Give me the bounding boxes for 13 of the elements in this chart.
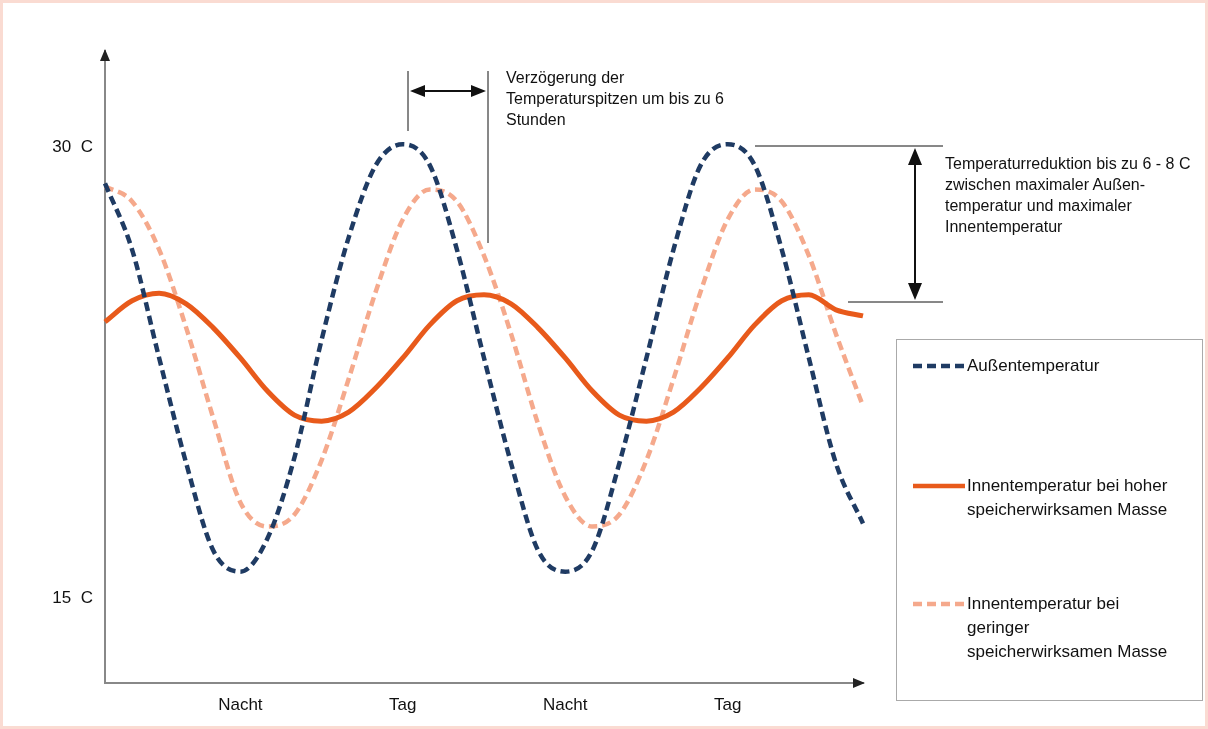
line-series [102, 184, 866, 529]
line-series [102, 142, 866, 574]
x-tick-label: Tag [389, 694, 417, 714]
text: Temperaturreduktion bis zu 6 - 8 C zwischen maximaler Außen-temperatur und maximaler Innentemperatur [945, 154, 1192, 237]
x-tick-label: Tag [713, 694, 742, 714]
x-tick-label: Nacht [543, 694, 588, 714]
x-tick-label: Nacht [218, 694, 263, 714]
legend-label: Außentemperatur [967, 355, 1101, 377]
legend-label: Innentemperatur bei geringer speicherwirksamen Masse [967, 593, 1169, 663]
legend-label: Innentemperatur bei hoher speicherwirksamen Masse [967, 475, 1169, 521]
y-tick-label: 15 C [52, 588, 93, 608]
y-tick-label: 30 C [52, 136, 93, 156]
annotation: Verzögerung der Temperaturspitzen um bis zu 6 Stunden [506, 68, 725, 130]
